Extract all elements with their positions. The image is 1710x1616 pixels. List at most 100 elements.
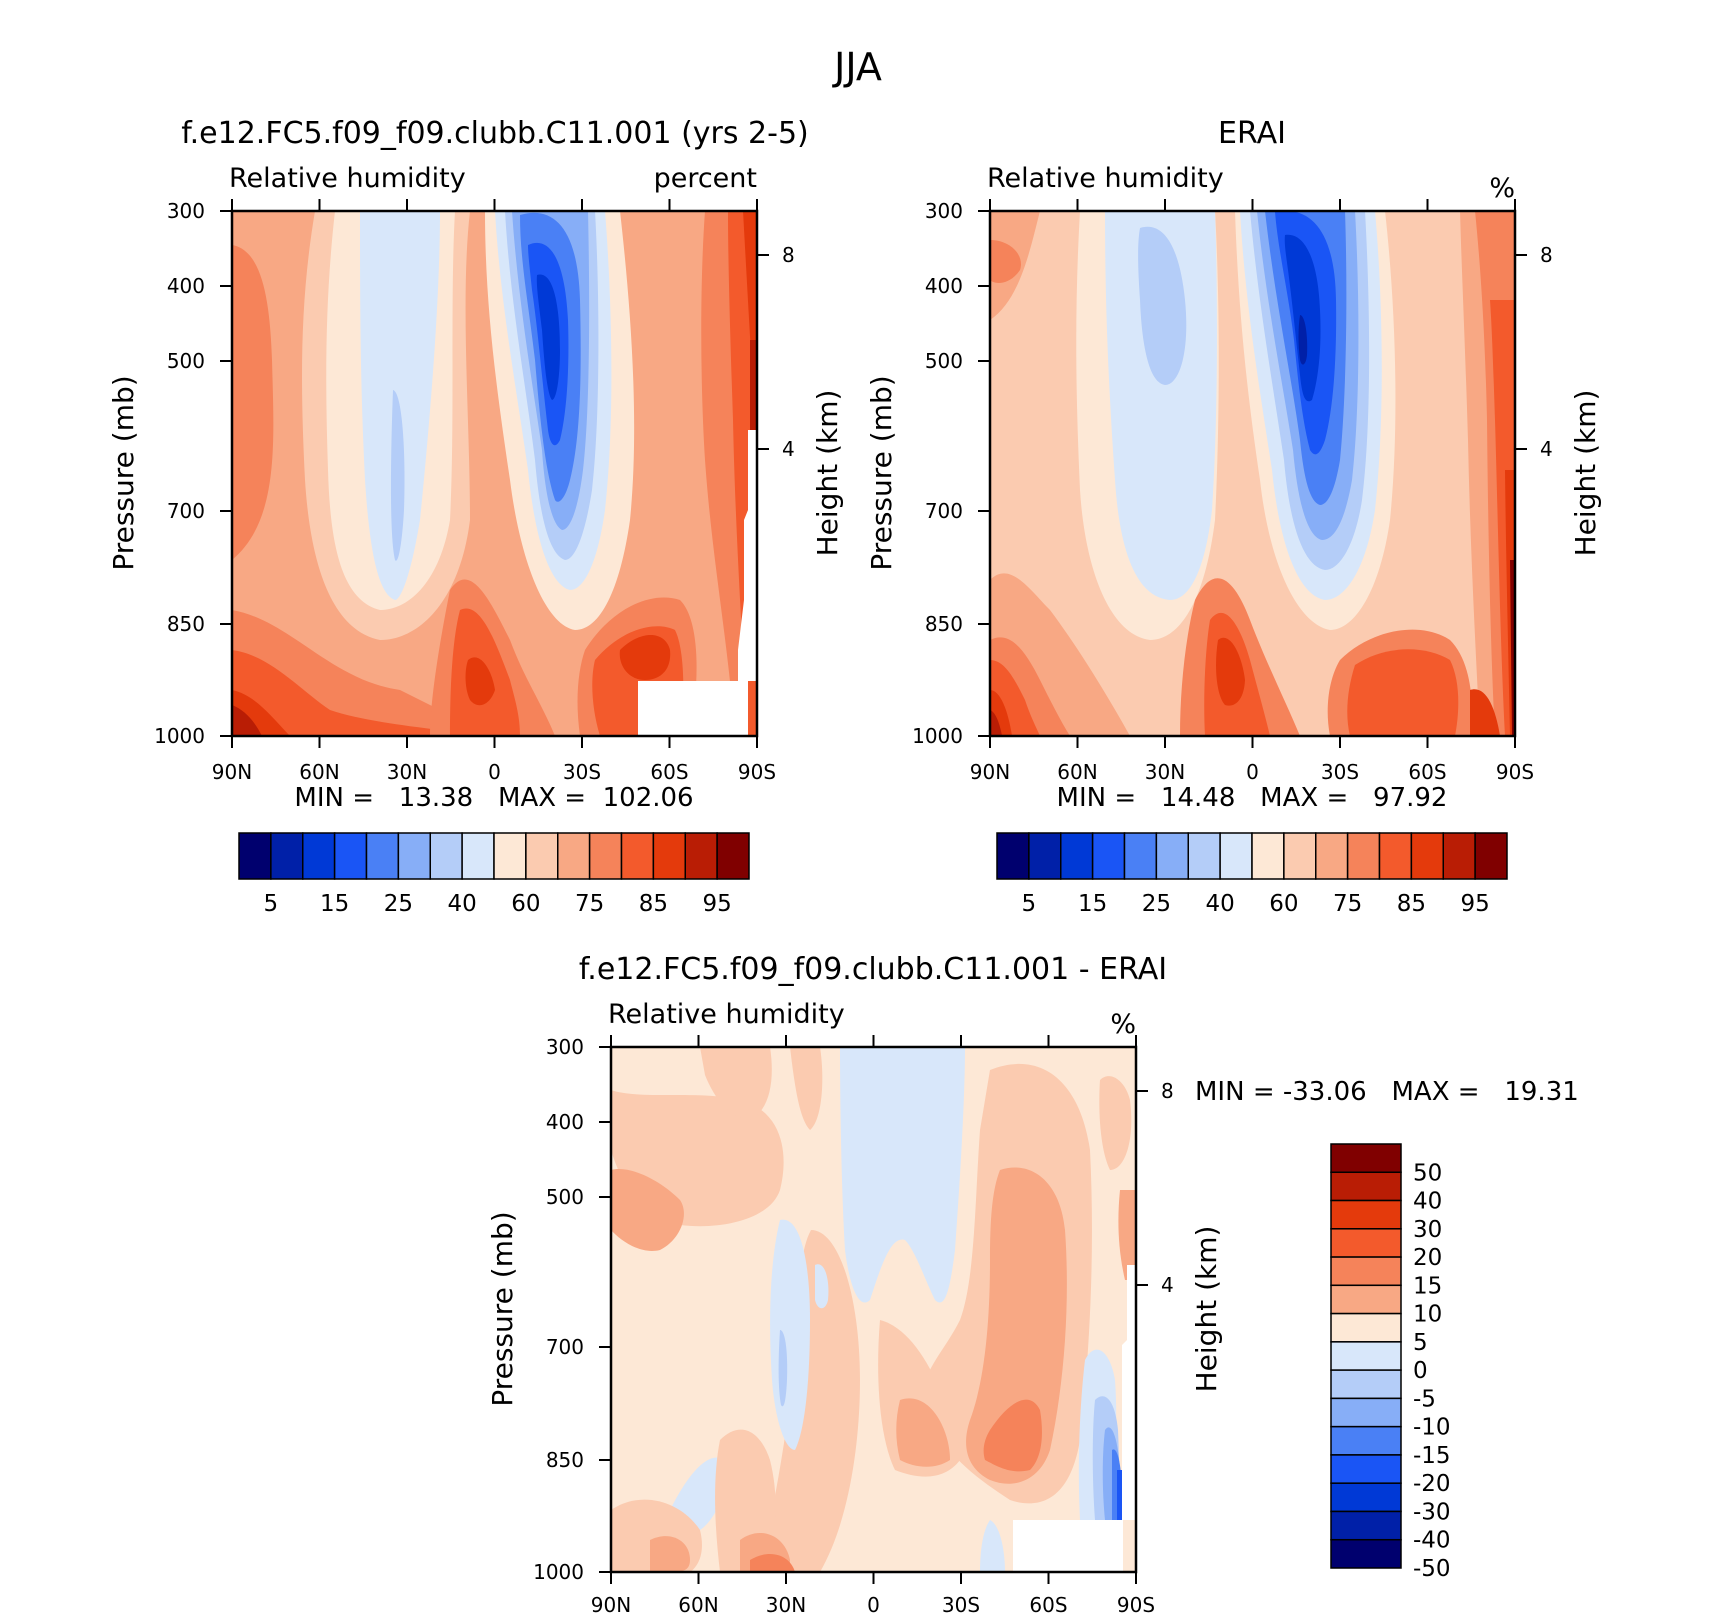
y-tick-label: 300 [546,1035,584,1059]
colorbar-swatch [1330,1341,1402,1371]
colorbar-label: 10 [1413,1302,1442,1328]
panel-diff-right-subtitle: % [1110,1009,1136,1040]
panel-model-field [232,211,757,736]
y-tick-label: 500 [167,349,205,373]
y-tick-label: 300 [925,199,963,223]
colorbar-swatch [1330,1312,1402,1343]
y-tick-label: 850 [167,612,205,636]
x-tick-label: 90S [1117,1593,1155,1616]
y-tick-label: 500 [925,349,963,373]
colorbar-swatch [1330,1256,1402,1287]
x-tick-label: 30N [1145,760,1185,784]
panel-model-y-right-tick-labels: 8 4 [782,243,795,461]
y-right-tick-label: 4 [782,437,795,461]
colorbar-swatch [1283,832,1317,880]
panel-model-right-subtitle: percent [654,163,757,194]
colorbar-label: 20 [1413,1245,1442,1271]
colorbar-swatch [684,832,718,880]
colorbar-label: 40 [1413,1189,1442,1215]
colorbar-label: -10 [1413,1415,1451,1441]
x-tick-label: 60N [678,1593,718,1616]
panel-diff-field [611,1047,1136,1572]
panel-diff-x-tick-labels: 90N 60N 30N 0 30S 60S 90S [591,1593,1155,1616]
colorbar-swatch [429,832,463,880]
panel-erai-colorbar: 5 15 25 40 60 75 85 95 [996,832,1508,917]
colorbar-swatch [1346,832,1381,880]
colorbar-label: -15 [1413,1443,1451,1469]
colorbar-label: 5 [264,891,279,917]
panel-model-ticks [220,199,769,748]
panel-model-y-tick-labels: 300 400 500 700 850 1000 [154,199,205,748]
panel-erai-ylabel: Pressure (mb) [865,375,898,570]
panel-erai-ticks [978,199,1527,748]
panel-erai-stats: MIN = 14.48 MAX = 97.92 [1057,783,1448,813]
panel-erai-right-subtitle: % [1489,173,1515,204]
x-tick-label: 60S [650,760,688,784]
colorbar-swatch [1330,1397,1402,1428]
colorbar-label: 60 [511,891,540,917]
y-right-tick-label: 8 [1161,1079,1174,1103]
colorbar-label: 95 [702,891,731,917]
panel-erai-title: ERAI [1218,116,1286,151]
y-right-tick-label: 4 [1540,437,1553,461]
x-tick-label: 30N [766,1593,806,1616]
colorbar-swatch [1155,832,1189,880]
colorbar-swatch [1123,832,1158,880]
colorbar-label: 95 [1460,891,1489,917]
colorbar-swatch [1330,1454,1402,1484]
panel-erai-x-tick-labels: 90N 60N 30N 0 30S 60S 90S [970,760,1534,784]
colorbar-swatch [1330,1199,1402,1230]
y-tick-label: 500 [546,1185,584,1209]
colorbar-label: 0 [1413,1358,1428,1384]
colorbar-swatch [1330,1369,1402,1400]
colorbar-label: 25 [384,891,413,917]
y-tick-label: 400 [167,274,205,298]
colorbar-swatch [1330,1538,1402,1569]
colorbar-swatch [1474,832,1508,880]
x-tick-label: 0 [488,760,501,784]
x-tick-label: 60S [1408,760,1446,784]
x-tick-label: 0 [1246,760,1259,784]
y-right-tick-label: 4 [1161,1273,1174,1297]
colorbar-swatch [652,832,686,880]
colorbar-swatch [1028,832,1062,880]
colorbar-swatch [270,832,304,880]
colorbar-label: 5 [1022,891,1037,917]
y-tick-label: 1000 [912,724,963,748]
colorbar-swatch [302,832,336,880]
y-right-tick-label: 8 [782,243,795,267]
x-tick-label: 90S [1496,760,1534,784]
colorbar-swatch [461,832,495,880]
panel-model-left-subtitle: Relative humidity [229,163,466,194]
y-tick-label: 850 [925,612,963,636]
panel-diff-ylabel: Pressure (mb) [486,1211,519,1406]
x-tick-label: 30S [563,760,601,784]
colorbar-swatch [1251,832,1285,880]
colorbar-label: -5 [1413,1386,1436,1412]
colorbar-swatch [620,832,655,880]
panel-erai-y-right-tick-labels: 8 4 [1540,243,1553,461]
colorbar-label: 15 [320,891,349,917]
x-tick-label: 0 [867,1593,880,1616]
panel-erai-left-subtitle: Relative humidity [987,163,1224,194]
colorbar-swatch [1330,1482,1402,1513]
x-tick-label: 30N [387,760,427,784]
colorbar-label: -40 [1413,1528,1451,1554]
colorbar-swatch [493,832,527,880]
colorbar-swatch [333,832,368,880]
colorbar-swatch [1410,832,1444,880]
panel-model-stats: MIN = 13.38 MAX = 102.06 [294,783,693,813]
colorbar-swatch [716,832,750,880]
colorbar-swatch [365,832,400,880]
colorbar-swatch [1219,832,1253,880]
colorbar-label: 30 [1413,1217,1442,1243]
colorbar-label: 50 [1413,1160,1442,1186]
y-tick-label: 850 [546,1448,584,1472]
x-tick-label: 60N [1057,760,1097,784]
colorbar-swatch [397,832,431,880]
y-tick-label: 700 [546,1335,584,1359]
colorbar-label: -50 [1413,1556,1451,1582]
colorbar-swatch [1330,1425,1402,1456]
